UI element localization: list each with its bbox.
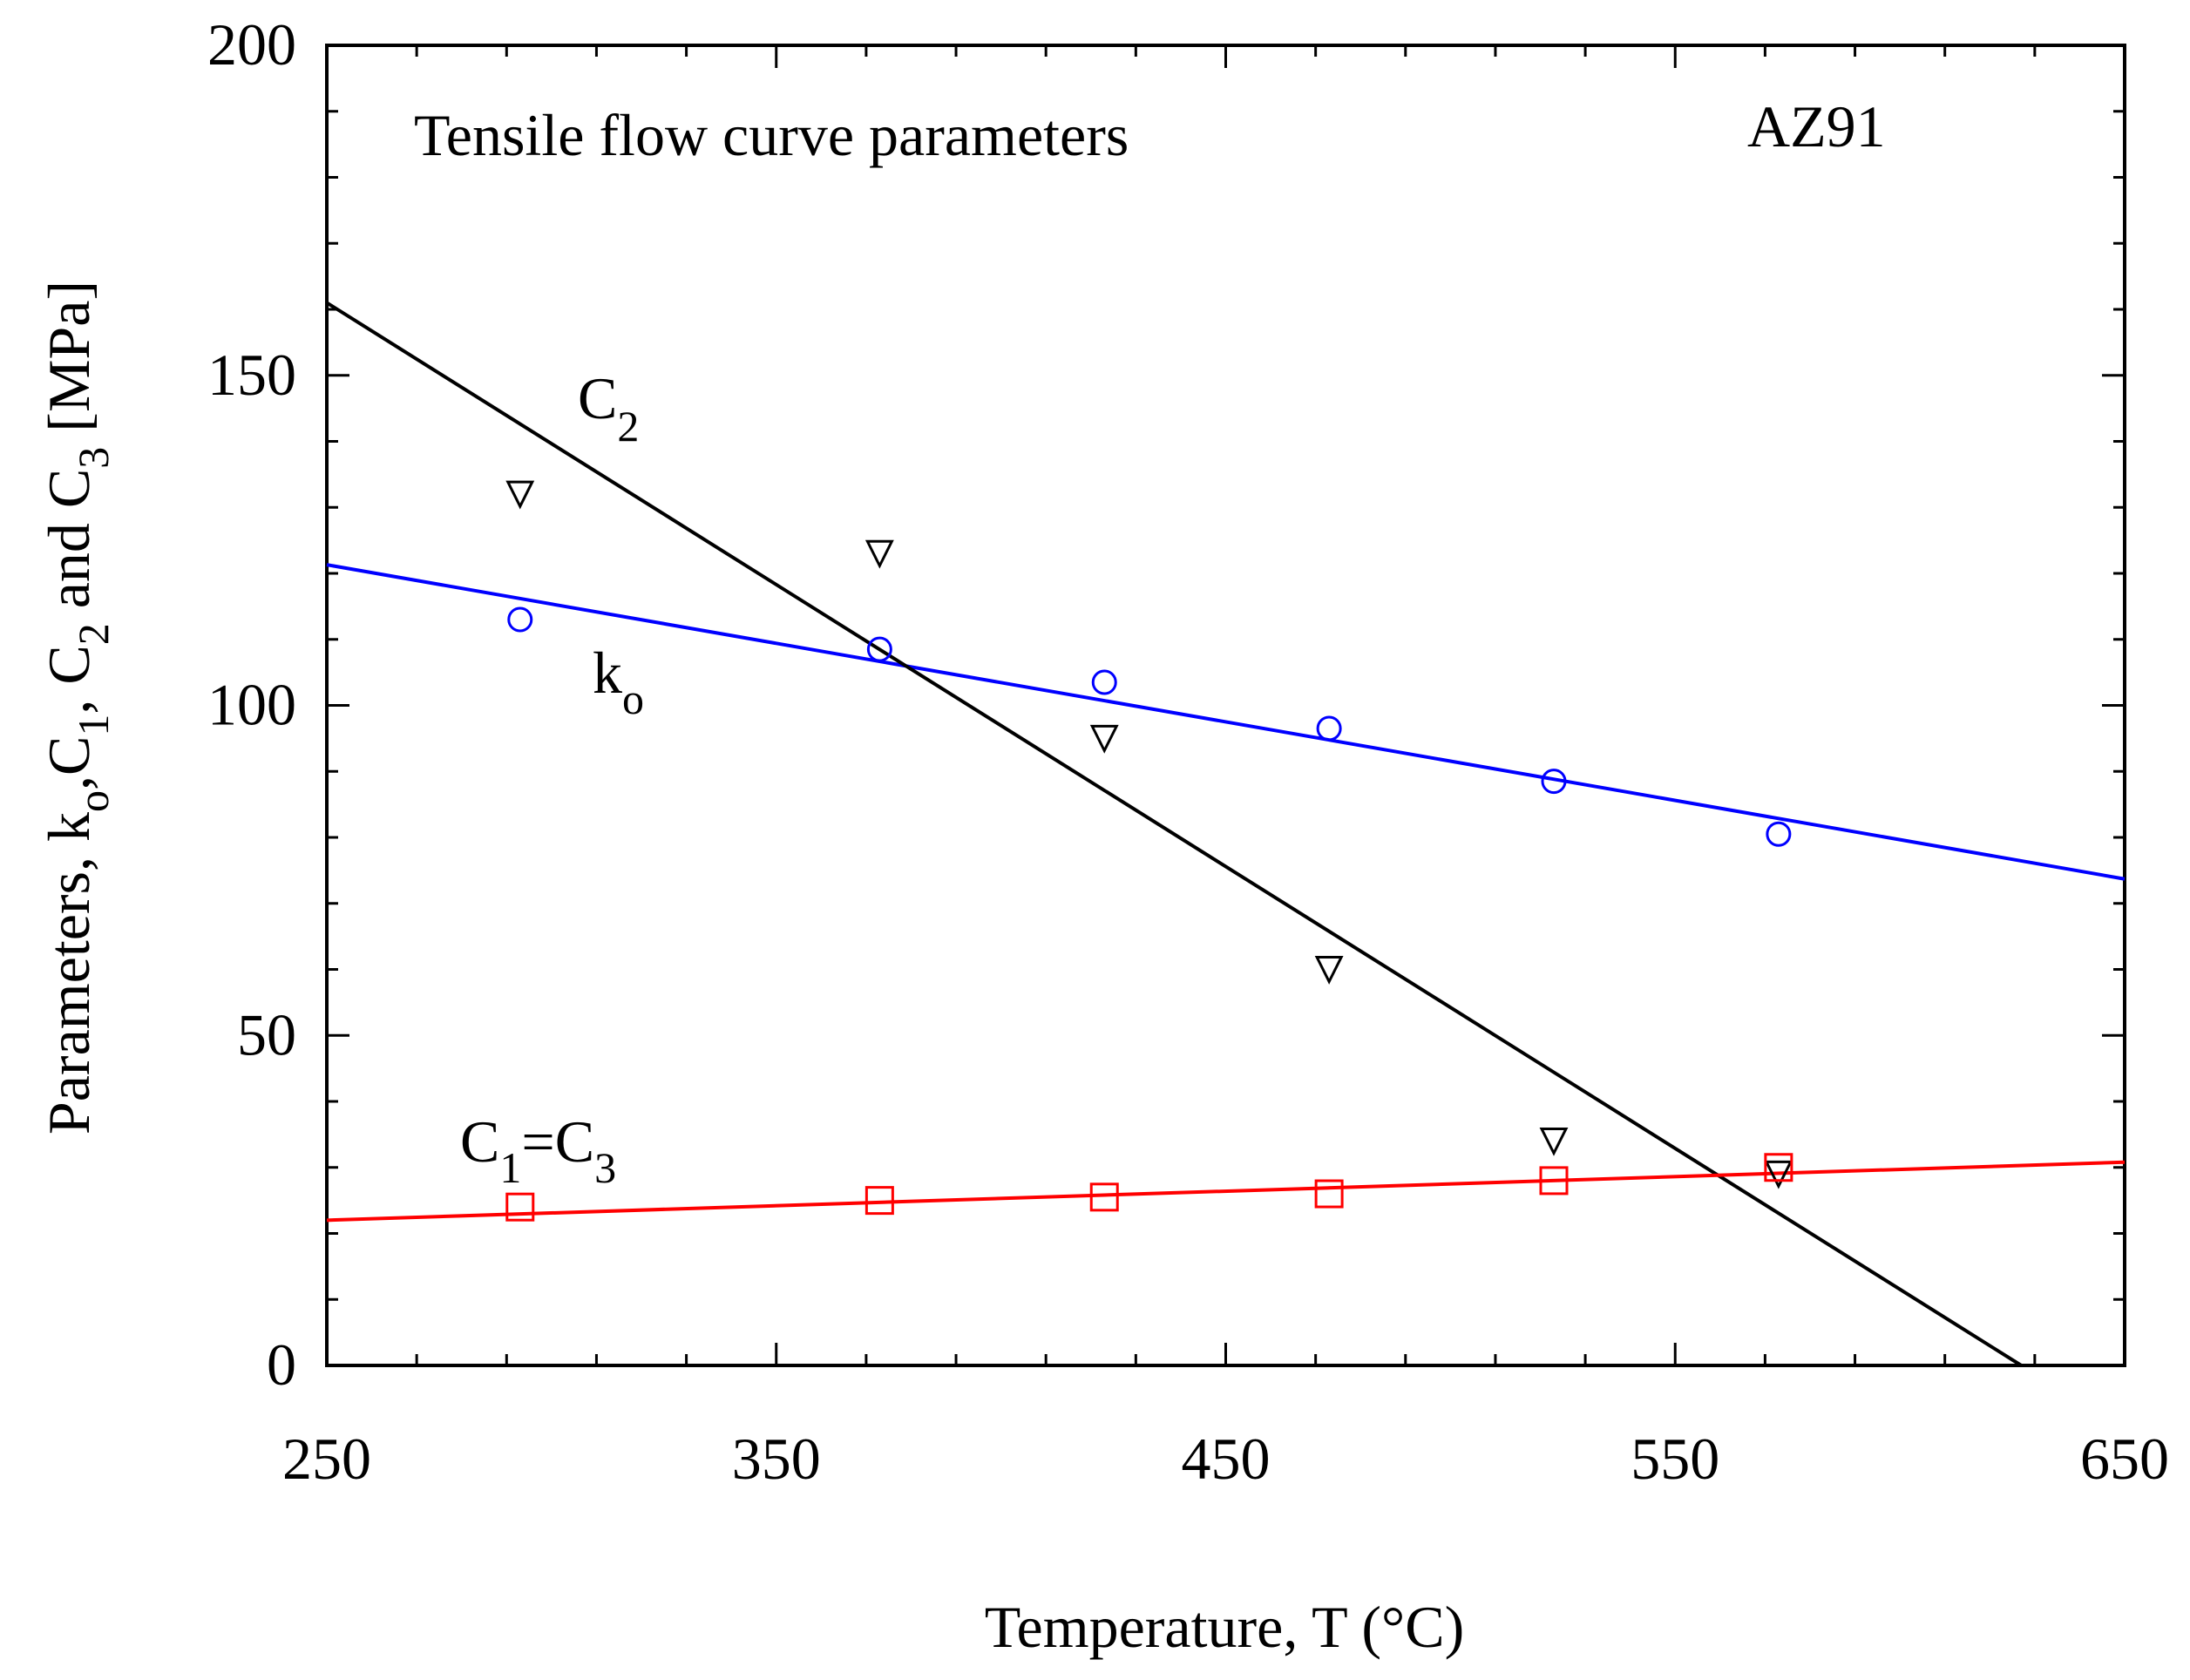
annotation-c2: C2 [578, 365, 639, 450]
triangle-marker [1539, 1127, 1569, 1156]
y-tick-label: 50 [237, 1001, 296, 1067]
square-marker [864, 1186, 894, 1216]
triangle-marker [1089, 724, 1119, 754]
triangle-marker [1764, 1160, 1793, 1189]
x-tick-label: 550 [1631, 1426, 1719, 1492]
x-tick-label: 650 [2080, 1426, 2169, 1492]
x-tick-label: 450 [1182, 1426, 1271, 1492]
circle-marker [1091, 669, 1117, 695]
triangle-marker [505, 480, 535, 510]
chart-title: Tensile flow curve parameters [414, 102, 1129, 168]
fit-lines [325, 301, 2126, 1367]
y-tick-label: 200 [207, 11, 296, 78]
x-tick-label: 250 [282, 1426, 371, 1492]
square-marker [1539, 1166, 1569, 1196]
square-marker [505, 1192, 535, 1222]
x-tick-labels: 250 350 450 550 650 [282, 1426, 2169, 1492]
material-label: AZ91 [1747, 93, 1886, 159]
square-marker [1764, 1153, 1793, 1182]
circle-marker [866, 636, 892, 662]
y-tick-label: 150 [207, 342, 296, 408]
triangle-marker [1314, 956, 1344, 985]
fit-line-c-1-c-3 [326, 1160, 2126, 1223]
x-axis-title: Temperature, T (°C) [985, 1594, 1465, 1660]
y-tick-label: 100 [207, 672, 296, 738]
square-marker [1314, 1179, 1344, 1209]
circle-marker [1766, 821, 1792, 847]
ticks [325, 44, 2126, 1367]
circle-marker [1541, 769, 1567, 795]
square-marker [1089, 1182, 1119, 1212]
x-tick-label: 350 [732, 1426, 821, 1492]
circle-marker [1316, 715, 1342, 742]
fit-line-c-2 [325, 301, 2023, 1367]
y-tick-labels: 0 50 100 150 200 [207, 11, 296, 1398]
y-tick-label: 0 [267, 1331, 296, 1398]
circle-marker [507, 606, 533, 633]
annotation-c1-c3: C1=C3 [460, 1108, 616, 1192]
y-axis-title: Parameters, ko,C1, C2 and C3 [MPa] [36, 281, 118, 1135]
fit-line-k-o [326, 563, 2126, 881]
annotation-ko: ko [593, 640, 644, 723]
data-markers [505, 480, 1793, 1222]
triangle-marker [864, 539, 894, 569]
